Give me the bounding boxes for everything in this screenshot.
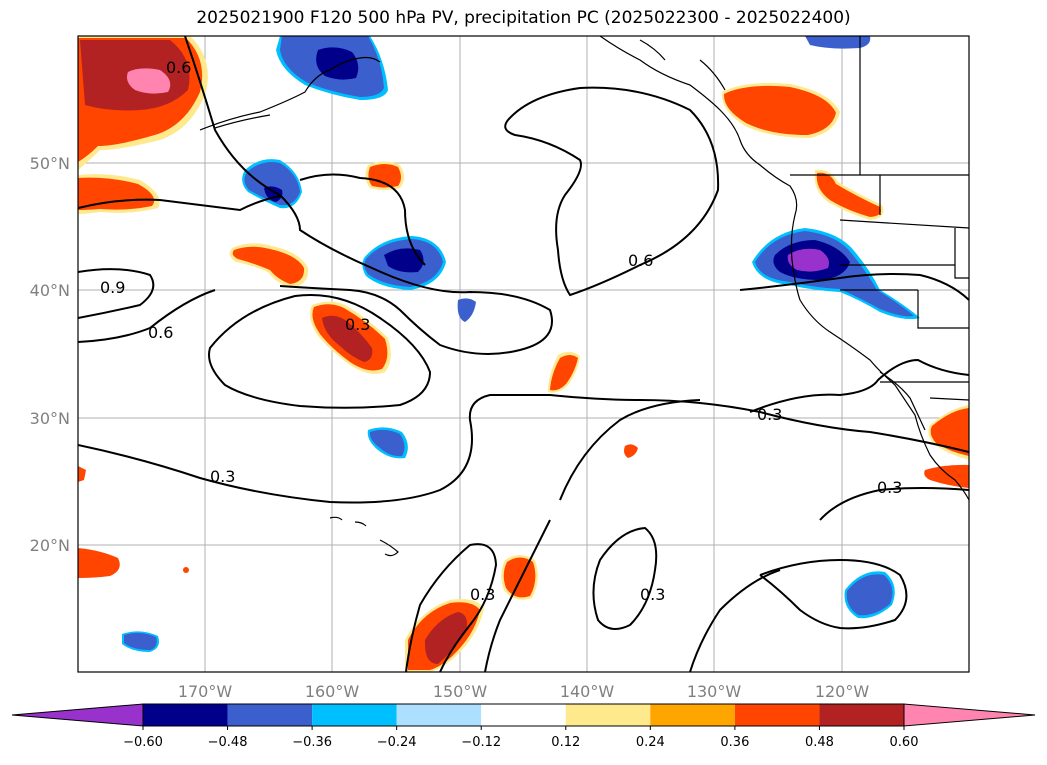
colorbar-tick-label: 0.36 [720,735,749,750]
colorbar-segment [143,704,228,726]
colorbar-tick-label: 0.24 [636,735,665,750]
pv-contours [78,36,969,672]
contour-03-se [819,487,969,521]
gridlines [78,36,969,672]
colorbar-segment [312,704,397,726]
coastlines [199,36,969,557]
blob-135w-58n [805,36,871,49]
contour-label: 0.3 [640,585,665,604]
contour-label: 0.3 [210,467,235,486]
map-area [78,36,969,672]
colorbar-frame [142,703,905,727]
lat-label-40n: 40°N [30,281,70,300]
contour-labels: 0.6 0.9 0.6 0.3 0.6 0.3 0.3 0.3 0.3 0.3 [100,58,902,604]
contour-03-tail [484,519,551,672]
colorbar-tick-label: −0.24 [377,735,417,750]
colorbar-tick-label: −0.36 [292,735,332,750]
contour-06-central [504,86,720,297]
colorbar-segment [819,704,904,726]
colorbar-tick-label: −0.48 [208,735,248,750]
colorbar-tick-label: 0.48 [805,735,834,750]
contour-09 [78,268,155,319]
lon-label-120w: 120°W [815,682,870,701]
contour-03-isolated [592,526,658,630]
colorbar-segment [650,704,735,726]
contour-label: 0.6 [166,58,191,77]
precip-negative [122,36,920,652]
colorbar-segment [734,704,820,726]
lon-label-160w: 160°W [305,682,360,701]
colorbar-segment [227,704,313,726]
contour-03-east [749,358,969,413]
contour-label: 0.9 [100,278,125,297]
colorbar: −0.60 −0.48 −0.36 −0.24 −0.12 0.12 0.24 0.36 0.4… [11,703,1036,750]
latitude-labels: 50°N 40°N 30°N 20°N [30,154,70,555]
colorbar-segment [481,704,566,726]
colorbar-tick-label: 0.12 [551,735,580,750]
lon-label-140w: 140°W [560,682,615,701]
longitude-labels: 170°W 160°W 150°W 140°W 130°W 120°W [178,682,870,701]
contour-label: 0.6 [628,251,653,270]
map-title: 2025021900 F120 500 hPa PV, precipitatio… [196,8,851,28]
contour-06-north [184,36,553,355]
colorbar-segment [396,704,482,726]
blob-150w-38n [457,298,476,322]
contour-label: 0.6 [148,323,173,342]
map-frame [77,35,970,673]
lat-label-50n: 50°N [30,154,70,173]
colorbar-tick-label: 0.60 [890,735,919,750]
contour-label: 0.3 [877,478,902,497]
lat-label-30n: 30°N [30,409,70,428]
blob-138w-27n [624,444,638,458]
blob-west-20n [78,548,120,578]
contour-06-east [739,273,969,301]
colorbar-extend-high [903,703,1036,727]
contour-label: 0.3 [757,405,782,424]
lon-label-170w: 170°W [178,682,233,701]
colorbar-tick-label: −0.60 [123,735,163,750]
lon-label-150w: 150°W [433,682,488,701]
contour-label: 0.3 [345,315,370,334]
contour-06-west [78,289,216,343]
colorbar-tick-label: −0.12 [461,735,501,750]
contour-03-south [78,393,969,504]
contour-03-loop [208,293,432,409]
precip-positive [78,36,969,672]
lat-label-20n: 20°N [30,536,70,555]
contour-label: 0.3 [470,585,495,604]
colorbar-extend-low [11,703,144,727]
colorbar-segment [565,704,651,726]
lon-label-130w: 130°W [687,682,742,701]
